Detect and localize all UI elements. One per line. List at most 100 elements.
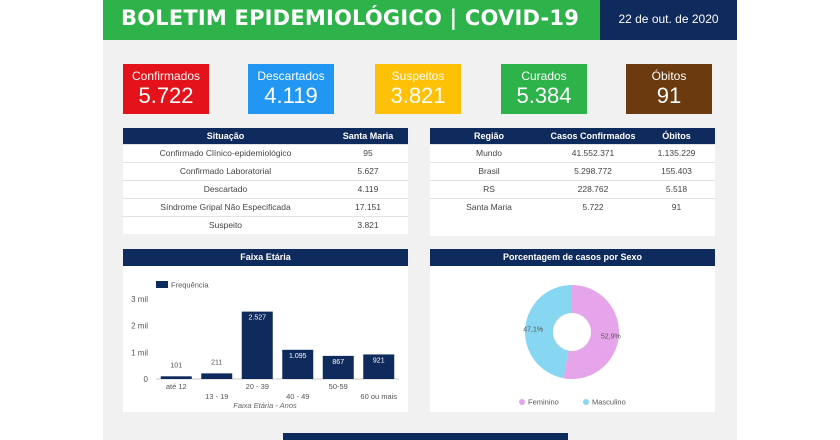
table-cell: 17.151 — [328, 197, 408, 216]
bar — [282, 349, 314, 379]
table-cell: 5.518 — [638, 179, 715, 198]
table-cell: 1.135.229 — [638, 143, 715, 162]
table-cell: Santa Maria — [430, 197, 548, 216]
stat-label: Descartados — [257, 69, 325, 83]
table-cell: 5.298.772 — [548, 161, 638, 180]
data-label: 1.095 — [289, 353, 307, 360]
column-header-santa-maria: Santa Maria — [328, 128, 408, 144]
table-row: Santa Maria 5.722 91 — [430, 197, 715, 216]
stat-value: 4.119 — [264, 83, 318, 108]
table-cell: Confirmado Laboratorial — [123, 161, 328, 180]
column-header-obitos: Óbitos — [638, 128, 715, 144]
table-row: Confirmado Clínico-epidemiológico 95 — [123, 143, 408, 162]
table-cell: Mundo — [430, 143, 548, 162]
pie-slice-feminino — [563, 285, 619, 379]
table-row: Descartado 4.119 — [123, 179, 408, 198]
table-cell: 91 — [638, 197, 715, 216]
table-cell: Confirmado Clínico-epidemiológico — [123, 143, 328, 162]
sex-chart-panel: Porcentagem de casos por Sexo 52,9% 47,1%… — [430, 249, 715, 412]
sex-chart-title: Porcentagem de casos por Sexo — [430, 249, 715, 266]
table-cell: Suspeito — [123, 215, 328, 234]
header-title-bar: BOLETIM EPIDEMIOLÓGICO | COVID-19 — [103, 0, 600, 40]
stat-label: Curados — [521, 69, 567, 83]
table-cell: 228.762 — [548, 179, 638, 198]
stat-card-descartados: Descartados 4.119 — [248, 64, 334, 114]
stat-value: 91 — [656, 83, 682, 108]
slice-label: 52,9% — [601, 334, 621, 341]
y-tick-label: 2 mil — [131, 322, 148, 331]
table-header-row: Região Casos Confirmados Óbitos — [430, 128, 715, 144]
slice-label: 47,1% — [523, 326, 543, 333]
table-cell: 3.821 — [328, 215, 408, 234]
x-axis-title: Faixa Etária - Anos — [233, 401, 297, 410]
age-chart-panel: Faixa Etária Frequência Faixa Etária - A… — [123, 249, 408, 412]
age-chart-title: Faixa Etária — [123, 249, 408, 266]
sex-donut-chart: 52,9% 47,1% Feminino Masculino — [519, 285, 626, 407]
legend-label: Frequência — [171, 281, 209, 290]
data-label: 101 — [170, 362, 182, 369]
legend-swatch — [519, 399, 525, 405]
table-cell: 4.119 — [328, 179, 408, 198]
stat-label: Confirmados — [131, 69, 201, 83]
age-bar-chart: Frequência Faixa Etária - Anos 0 1 mil 2 m… — [131, 281, 399, 410]
data-label: 867 — [332, 359, 344, 366]
x-tick-label: 50-59 — [329, 382, 348, 391]
table-cell: 155.403 — [638, 161, 715, 180]
table-cell: 41.552.371 — [548, 143, 638, 162]
table-row: Brasil 5.298.772 155.403 — [430, 161, 715, 180]
table-cell: 5.722 — [548, 197, 638, 216]
legend-swatch — [156, 281, 168, 288]
column-header-situacao: Situação — [123, 128, 328, 144]
table-row: Confirmado Laboratorial 5.627 — [123, 161, 408, 180]
bar — [201, 373, 233, 379]
bar — [363, 354, 395, 379]
stat-card-curados: Curados 5.384 — [501, 64, 587, 114]
table-cell: RS — [430, 179, 548, 198]
table-cell: 95 — [328, 143, 408, 162]
table-row: Síndrome Gripal Não Especificada 17.151 — [123, 197, 408, 216]
situacao-table: Situação Santa Maria Confirmado Clínico-… — [123, 128, 408, 234]
header: BOLETIM EPIDEMIOLÓGICO | COVID-19 22 de … — [103, 0, 737, 40]
x-tick-label: 20 - 39 — [246, 382, 269, 391]
data-label: 2.527 — [248, 315, 266, 322]
x-tick-label: 13 - 19 — [205, 392, 228, 401]
y-tick-label: 0 — [144, 375, 149, 384]
table-cell: Descartado — [123, 179, 328, 198]
bar — [160, 376, 192, 379]
x-tick-label: até 12 — [166, 382, 187, 391]
stat-value: 5.722 — [138, 83, 194, 108]
pie-slice-masculino — [525, 285, 572, 379]
stat-card-suspeitos: Suspeitos 3.821 — [375, 64, 461, 114]
header-date-box: 22 de out. de 2020 — [600, 0, 737, 40]
table-row: RS 228.762 5.518 — [430, 179, 715, 198]
legend-swatch — [583, 399, 589, 405]
table-row: Mundo 41.552.371 1.135.229 — [430, 143, 715, 162]
table-cell: Síndrome Gripal Não Especificada — [123, 197, 328, 216]
regiao-table-panel: Região Casos Confirmados Óbitos Mundo 41.… — [430, 128, 715, 236]
x-tick-label: 60 ou mais — [360, 392, 397, 401]
table-cell: 5.627 — [328, 161, 408, 180]
y-tick-label: 1 mil — [131, 348, 148, 357]
regiao-table: Região Casos Confirmados Óbitos Mundo 41.… — [430, 128, 715, 216]
stat-card-confirmados: Confirmados 5.722 — [123, 64, 209, 114]
stat-value: 5.384 — [516, 83, 572, 108]
data-label: 921 — [373, 357, 385, 364]
bar — [322, 355, 354, 379]
table-row: Suspeito 3.821 — [123, 215, 408, 234]
report-date: 22 de out. de 2020 — [618, 12, 719, 26]
column-header-regiao: Região — [430, 128, 548, 144]
data-label: 211 — [211, 359, 222, 366]
footer-bar — [283, 433, 568, 440]
stat-label: Suspeitos — [391, 69, 445, 83]
x-tick-label: 40 - 49 — [286, 392, 309, 401]
y-tick-label: 3 mil — [131, 295, 148, 304]
stat-card-obitos: Óbitos 91 — [626, 64, 712, 114]
legend-label: Masculino — [592, 398, 626, 407]
table-cell: Brasil — [430, 161, 548, 180]
stat-label: Óbitos — [651, 69, 687, 83]
table-header-row: Situação Santa Maria — [123, 128, 408, 144]
page-title: BOLETIM EPIDEMIOLÓGICO | COVID-19 — [121, 6, 580, 30]
stat-value: 3.821 — [390, 83, 446, 108]
bar — [241, 311, 273, 379]
column-header-casos-confirmados: Casos Confirmados — [548, 128, 638, 144]
